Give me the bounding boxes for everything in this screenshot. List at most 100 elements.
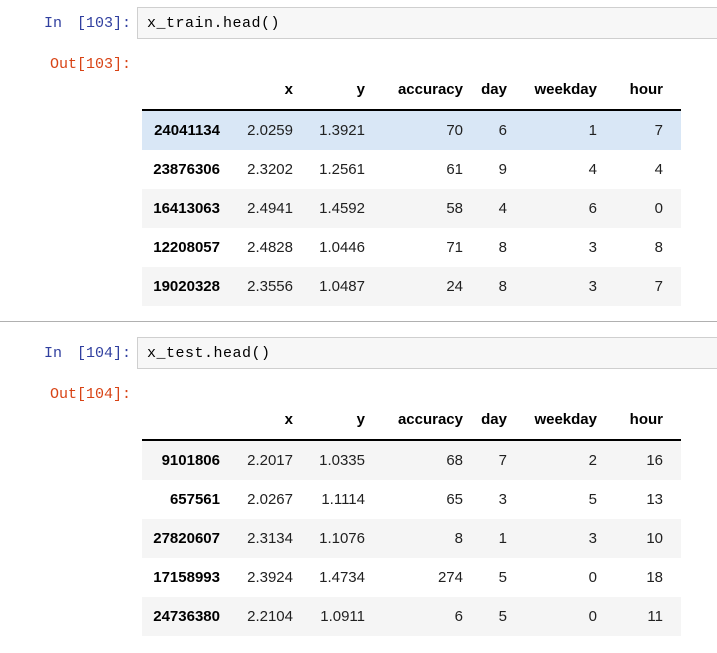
- column-header: x: [229, 70, 302, 111]
- column-header: x: [229, 400, 302, 441]
- dataframe-table-x-train: x y accuracy day weekday hour 24041134 2.0259 1…: [142, 70, 681, 306]
- table-body: 24041134 2.0259 1.3921 70 6 1 7 23876306 2.3202 1…: [142, 110, 681, 306]
- data-cell: 0: [654, 200, 663, 217]
- data-cell: 1.4734: [319, 569, 365, 586]
- data-cell: 1.2561: [319, 161, 365, 178]
- data-cell: 2.3134: [247, 530, 293, 547]
- column-header: hour: [606, 70, 681, 111]
- row-index-cell: 12208057: [153, 239, 220, 256]
- data-cell: 13: [646, 491, 663, 508]
- table-row: 24736380 2.2104 1.0911 6 5 0 11: [142, 597, 681, 636]
- row-index-cell: 27820607: [153, 530, 220, 547]
- data-cell: 1.4592: [319, 200, 365, 217]
- data-cell: 1.0446: [319, 239, 365, 256]
- data-cell: 10: [646, 530, 663, 547]
- table-row: 24041134 2.0259 1.3921 70 6 1 7: [142, 110, 681, 150]
- cell-divider: [0, 321, 717, 322]
- table-header: x y accuracy day weekday hour: [142, 400, 681, 441]
- data-cell: 1.0335: [319, 452, 365, 469]
- data-cell: 18: [646, 569, 663, 586]
- row-index-cell: 19020328: [153, 278, 220, 295]
- data-cell: 2.3924: [247, 569, 293, 586]
- code-editor-103[interactable]: x_train.head(): [137, 7, 717, 39]
- data-cell: 4: [498, 200, 507, 217]
- input-area-103: In [103]: x_train.head(): [0, 7, 717, 39]
- data-cell: 8: [454, 530, 463, 547]
- data-cell: 2.2017: [247, 452, 293, 469]
- table-row: 27820607 2.3134 1.1076 8 1 3 10: [142, 519, 681, 558]
- code-editor-104[interactable]: x_test.head(): [137, 337, 717, 369]
- data-cell: 8: [498, 278, 507, 295]
- data-cell: 70: [446, 122, 463, 139]
- in-prompt-103: In [103]:: [43, 14, 131, 32]
- out-prompt-103: Out[103]:: [49, 56, 131, 73]
- data-cell: 65: [446, 491, 463, 508]
- header-row: x y accuracy day weekday hour: [142, 400, 681, 441]
- data-cell: 1.0911: [320, 608, 365, 625]
- row-index-cell: 657561: [169, 491, 220, 508]
- table-row: 9101806 2.2017 1.0335 68 7 2 16: [142, 440, 681, 480]
- data-cell: 24: [446, 278, 463, 295]
- data-cell: 6: [498, 122, 507, 139]
- data-cell: 58: [446, 200, 463, 217]
- data-cell: 2.0259: [247, 122, 293, 139]
- data-cell: 0: [588, 569, 597, 586]
- data-cell: 2.2104: [247, 608, 293, 625]
- data-cell: 274: [437, 569, 463, 586]
- row-index-cell: 23876306: [153, 161, 220, 178]
- code-cell-103: In [103]: x_train.head() Out[103]: x y acc…: [0, 0, 717, 306]
- data-cell: 8: [654, 239, 663, 256]
- table-row: 17158993 2.3924 1.4734 274 5 0 18: [142, 558, 681, 597]
- column-header: day: [472, 400, 516, 441]
- table-row: 657561 2.0267 1.1114 65 3 5 13: [142, 480, 681, 519]
- data-cell: 16: [646, 452, 663, 469]
- dataframe-table-x-test: x y accuracy day weekday hour 9101806 2.2017 1.…: [142, 400, 681, 636]
- output-content-104: x y accuracy day weekday hour 9101806 2.2017 1.…: [142, 385, 717, 636]
- data-cell: 8: [498, 239, 507, 256]
- table-row: 16413063 2.4941 1.4592 58 4 6 0: [142, 189, 681, 228]
- data-cell: 11: [647, 608, 663, 625]
- code-text-103: x_train.head(): [147, 14, 281, 32]
- data-cell: 1: [498, 530, 507, 547]
- data-cell: 2.4828: [247, 239, 293, 256]
- data-cell: 6: [454, 608, 463, 625]
- row-index-cell: 9101806: [161, 452, 220, 469]
- column-header: day: [472, 70, 516, 111]
- data-cell: 3: [588, 530, 597, 547]
- data-cell: 1.1114: [321, 491, 365, 508]
- column-header: accuracy: [374, 400, 472, 441]
- header-row: x y accuracy day weekday hour: [142, 70, 681, 111]
- table-header: x y accuracy day weekday hour: [142, 70, 681, 111]
- data-cell: 5: [498, 569, 507, 586]
- output-area-103: Out[103]: x y accuracy day weekday hour 24041…: [0, 55, 717, 306]
- input-area-104: In [104]: x_test.head(): [0, 337, 717, 369]
- table-row: 12208057 2.4828 1.0446 71 8 3 8: [142, 228, 681, 267]
- data-cell: 3: [588, 239, 597, 256]
- data-cell: 4: [588, 161, 597, 178]
- table-row: 19020328 2.3556 1.0487 24 8 3 7: [142, 267, 681, 306]
- data-cell: 2.3202: [247, 161, 293, 178]
- data-cell: 68: [446, 452, 463, 469]
- code-text-104: x_test.head(): [147, 344, 271, 362]
- data-cell: 1.0487: [319, 278, 365, 295]
- column-header: [142, 400, 229, 441]
- data-cell: 2.3556: [247, 278, 293, 295]
- data-cell: 9: [498, 161, 507, 178]
- notebook: In [103]: x_train.head() Out[103]: x y acc…: [0, 0, 717, 636]
- column-header: accuracy: [374, 70, 472, 111]
- data-cell: 4: [654, 161, 663, 178]
- data-cell: 71: [446, 239, 463, 256]
- data-cell: 7: [654, 122, 663, 139]
- table-row: 23876306 2.3202 1.2561 61 9 4 4: [142, 150, 681, 189]
- column-header: y: [302, 400, 374, 441]
- data-cell: 1.1076: [319, 530, 365, 547]
- data-cell: 3: [498, 491, 507, 508]
- column-header: y: [302, 70, 374, 111]
- data-cell: 2.0267: [247, 491, 293, 508]
- data-cell: 61: [446, 161, 463, 178]
- data-cell: 5: [498, 608, 507, 625]
- output-area-104: Out[104]: x y accuracy day weekday hour 91018…: [0, 385, 717, 636]
- data-cell: 5: [588, 491, 597, 508]
- code-cell-104: In [104]: x_test.head() Out[104]: x y accu…: [0, 322, 717, 636]
- row-index-cell: 24041134: [154, 122, 220, 139]
